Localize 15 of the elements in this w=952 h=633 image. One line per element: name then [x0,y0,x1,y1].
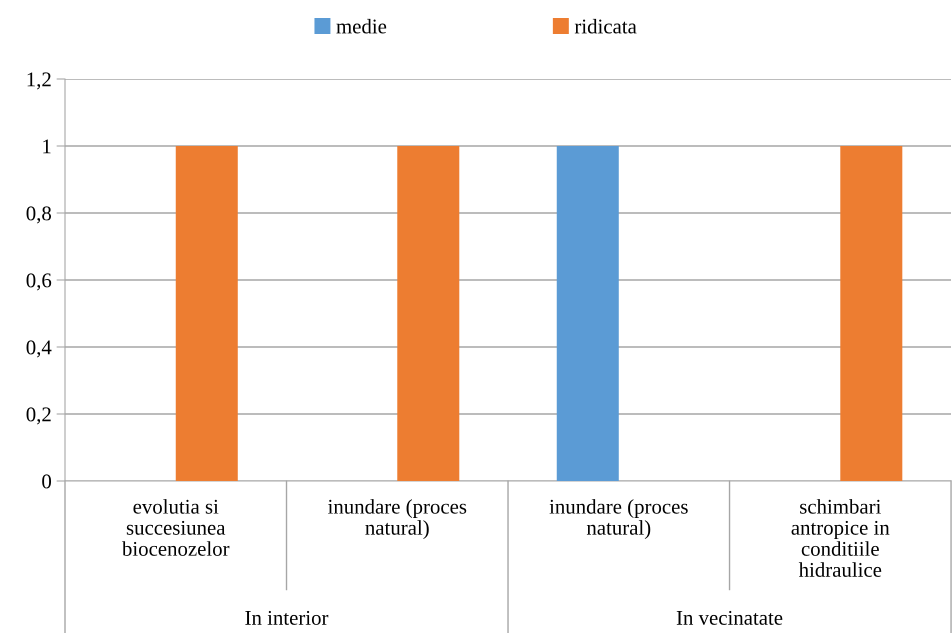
text: In interior [245,610,328,625]
legend-label: ridicata [574,18,637,34]
x-tick-label: inundare (proces natural) [550,499,688,540]
y-tick-label: 0,2 [26,407,51,424]
y-tick-label: 0,8 [26,206,52,224]
text: In vecinatate [676,610,782,625]
y-tick-label: 0,6 [26,273,52,290]
y-tick-label: 0 [42,474,52,488]
y-tick-label: 1,2 [28,72,51,90]
y-tick-label: 1 [43,139,51,154]
x-tick-label: inundare (proces natural) [328,499,466,540]
x-tick-label: schimbari antropice in conditiile hidraulice [792,499,890,577]
x-tick-label: evolutia si succesiunea biocenozelor [122,499,230,556]
y-tick-label: 0,4 [26,340,52,358]
legend-label: medie [336,18,386,34]
